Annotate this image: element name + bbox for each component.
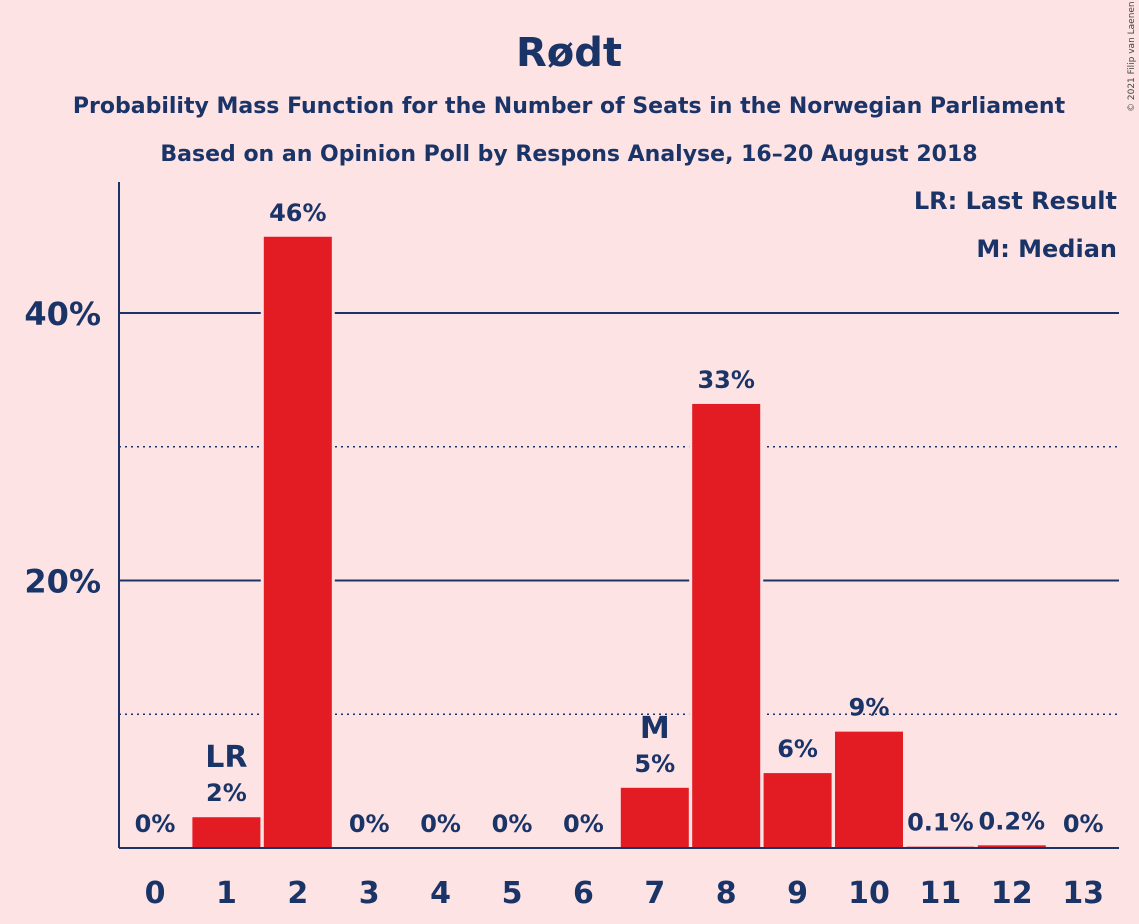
bar-value-label: 0.2% — [979, 807, 1046, 835]
y-tick-label: 40% — [24, 295, 101, 333]
bar-halo — [903, 843, 978, 848]
bars — [189, 233, 1049, 848]
axes — [118, 182, 1119, 849]
bar — [692, 403, 761, 848]
x-tick-label: 12 — [991, 876, 1033, 911]
bar-value-label: 33% — [697, 366, 754, 394]
labels: 20%40%0%02%146%20%30%40%50%65%733%86%99%… — [24, 199, 1104, 911]
bar-value-label: 46% — [269, 199, 326, 227]
bar-value-label: 5% — [634, 750, 675, 778]
bar-value-label: 0% — [563, 810, 604, 838]
legend-last-result: LR: Last Result — [914, 187, 1117, 215]
x-tick-label: 13 — [1062, 876, 1104, 911]
x-tick-label: 3 — [359, 876, 380, 911]
y-tick-label: 20% — [24, 563, 101, 601]
legend-median: M: Median — [976, 235, 1117, 263]
chart-subtitle-1: Probability Mass Function for the Number… — [73, 94, 1066, 119]
bar-value-label: 0% — [420, 810, 461, 838]
bar — [763, 773, 832, 848]
bar-value-label: 2% — [206, 779, 247, 807]
bar-value-label: 0% — [1063, 810, 1104, 838]
bar — [192, 817, 261, 848]
x-tick-label: 2 — [287, 876, 308, 911]
chart-subtitle-2: Based on an Opinion Poll by Respons Anal… — [160, 142, 977, 167]
x-tick-label: 4 — [430, 876, 451, 911]
x-tick-label: 0 — [145, 876, 166, 911]
x-tick-label: 7 — [644, 876, 665, 911]
bar — [263, 236, 332, 848]
bar-value-label: 0% — [492, 810, 533, 838]
x-tick-label: 8 — [716, 876, 737, 911]
bar — [835, 731, 903, 848]
x-tick-label: 1 — [216, 876, 237, 911]
copyright-text: © 2021 Filip van Laenen — [1127, 1, 1137, 112]
bar-value-label: 0.1% — [907, 809, 974, 837]
x-tick-label: 10 — [848, 876, 890, 911]
bar-value-label: 9% — [849, 694, 890, 722]
bar-value-label: 0% — [135, 810, 176, 838]
x-tick-label: 9 — [787, 876, 808, 911]
bar-value-label: 0% — [349, 810, 390, 838]
x-tick-label: 5 — [502, 876, 523, 911]
bar-value-label: 6% — [777, 735, 818, 763]
chart-title: Rødt — [516, 30, 622, 76]
marker-label: M — [640, 711, 670, 746]
bar — [977, 845, 1046, 848]
x-tick-label: 11 — [920, 876, 962, 911]
marker-label: LR — [205, 740, 247, 775]
x-tick-label: 6 — [573, 876, 594, 911]
bar — [620, 787, 689, 848]
bar-halo — [974, 842, 1049, 848]
